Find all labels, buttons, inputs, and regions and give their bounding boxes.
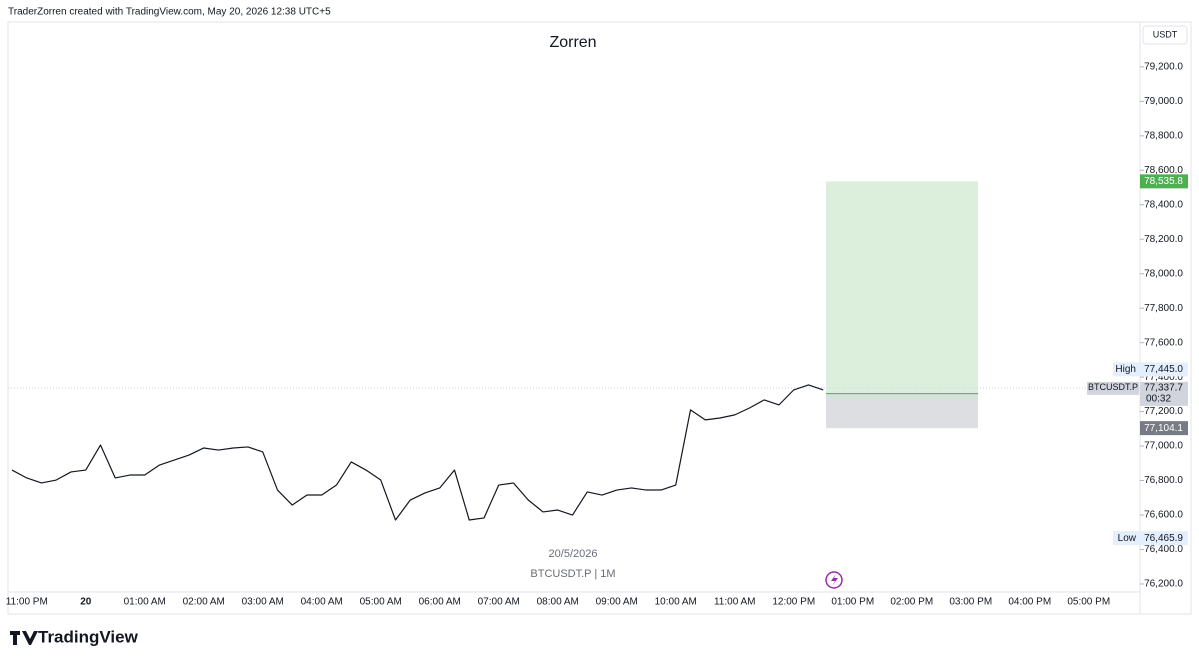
x-tick-label: 07:00 AM — [478, 597, 520, 608]
high-label-box — [1140, 362, 1188, 377]
low-label: 76,465.9 — [1144, 533, 1183, 544]
x-tick-label: 11:00 AM — [714, 597, 756, 608]
low-name: Low — [1118, 533, 1137, 544]
countdown: 00:32 — [1146, 394, 1171, 405]
x-tick-label: 08:00 AM — [537, 597, 579, 608]
x-tick-label: 05:00 PM — [1067, 597, 1110, 608]
y-tick-label: 79,000.0 — [1144, 96, 1183, 107]
x-tick-label: 02:00 AM — [183, 597, 225, 608]
stop-zone — [826, 393, 978, 429]
x-tick-label: 11:00 PM — [6, 597, 48, 608]
y-tick-label: 76,200.0 — [1144, 579, 1183, 590]
x-tick-label: 04:00 PM — [1008, 597, 1051, 608]
x-tick-label: 02:00 PM — [890, 597, 933, 608]
y-tick-label: 77,200.0 — [1144, 406, 1183, 417]
y-tick-label: 77,800.0 — [1144, 303, 1183, 314]
stop-label: 77,104.1 — [1144, 423, 1183, 434]
low-name-box — [1113, 531, 1140, 546]
current-price-label: 77,337.7 — [1144, 383, 1183, 394]
x-tick-label: 01:00 PM — [831, 597, 874, 608]
alert-icon[interactable] — [825, 571, 843, 589]
x-tick-label: 10:00 AM — [655, 597, 697, 608]
high-name-box — [1113, 362, 1140, 377]
caption: TraderZorren created with TradingView.co… — [8, 7, 331, 18]
y-tick-label: 76,800.0 — [1144, 475, 1183, 486]
x-tick-label: 09:00 AM — [596, 597, 638, 608]
stop-label-box — [1140, 421, 1188, 436]
y-tick-label: 78,800.0 — [1144, 130, 1183, 141]
x-tick-label: 03:00 PM — [949, 597, 992, 608]
watermark-symbol: BTCUSDT.P | 1M — [530, 568, 615, 580]
y-tick-label: 77,400.0 — [1144, 372, 1183, 383]
target-label: 78,535.8 — [1144, 176, 1183, 187]
alert-bolt — [831, 574, 838, 586]
y-tick-label: 78,200.0 — [1144, 234, 1183, 245]
logo-mark — [10, 631, 38, 645]
currency: USDT — [1153, 29, 1178, 39]
x-tick-label: 06:00 AM — [419, 597, 461, 608]
y-tick-label: 78,600.0 — [1144, 165, 1183, 176]
y-tick-label: 76,600.0 — [1144, 510, 1183, 521]
low-label-box — [1140, 531, 1188, 546]
target-label-box — [1140, 174, 1188, 189]
high-name: High — [1115, 364, 1136, 375]
x-tick-label: 20 — [80, 597, 92, 608]
x-tick-label: 04:00 AM — [301, 597, 343, 608]
currency-box — [1142, 25, 1188, 45]
target-zone — [826, 181, 978, 394]
y-tick-label: 77,000.0 — [1144, 441, 1183, 452]
y-tick-label: 78,000.0 — [1144, 268, 1183, 279]
price-line — [11, 384, 824, 521]
symbol-tag: BTCUSDT.P — [1088, 382, 1138, 392]
y-tick-label: 78,400.0 — [1144, 199, 1183, 210]
x-tick-label: 12:00 PM — [772, 597, 815, 608]
watermark-date: 20/5/2026 — [549, 548, 598, 560]
logo-text: TradingView — [38, 627, 139, 646]
x-tick-label: 05:00 AM — [360, 597, 402, 608]
y-tick-label: 77,600.0 — [1144, 337, 1183, 348]
chart-frame — [7, 21, 1192, 615]
chart-title: Zorren — [549, 34, 596, 51]
symbol-tag-box — [1087, 381, 1139, 395]
y-tick-label: 79,200.0 — [1144, 62, 1183, 73]
x-tick-label: 03:00 AM — [242, 597, 284, 608]
x-tick-label: 01:00 AM — [124, 597, 166, 608]
current-price-box — [1140, 381, 1188, 406]
high-label: 77,445.0 — [1144, 364, 1183, 375]
y-tick-label: 76,400.0 — [1144, 544, 1183, 555]
